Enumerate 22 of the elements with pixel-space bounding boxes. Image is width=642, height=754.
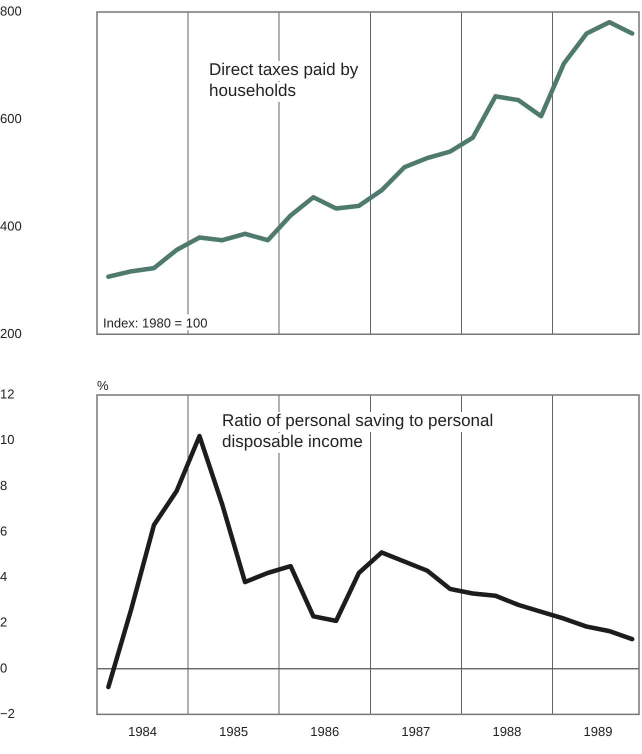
y-tick-label: 12	[0, 386, 14, 402]
y-tick-label: 800	[0, 4, 22, 19]
y-tick-label: 4	[0, 569, 8, 584]
annotation: Index: 1980 = 100	[103, 315, 208, 330]
y-tick-label: 0	[0, 660, 8, 676]
x-tick-label: 1986	[310, 724, 340, 739]
text: Direct taxes paid by households	[209, 60, 359, 100]
y-tick-label: 600	[0, 110, 22, 126]
y-tick-label: −2	[0, 706, 15, 721]
y-tick-label: 2	[0, 614, 8, 630]
x-tick-label: 1984	[128, 724, 158, 739]
y-axis-title: %	[97, 378, 109, 394]
x-tick-label: 1989	[584, 724, 612, 739]
y-tick-label: 6	[0, 523, 8, 538]
y-tick-label: 10	[0, 432, 14, 448]
y-tick-label: 8	[0, 478, 8, 493]
y-tick-label: 200	[0, 326, 22, 341]
x-tick-label: 1985	[219, 724, 248, 739]
text: Ratio of personal saving to personal disposable income	[222, 411, 494, 452]
x-tick-label: 1988	[492, 724, 522, 739]
x-tick-label: 1987	[401, 724, 430, 739]
y-tick-label: 400	[0, 218, 22, 234]
